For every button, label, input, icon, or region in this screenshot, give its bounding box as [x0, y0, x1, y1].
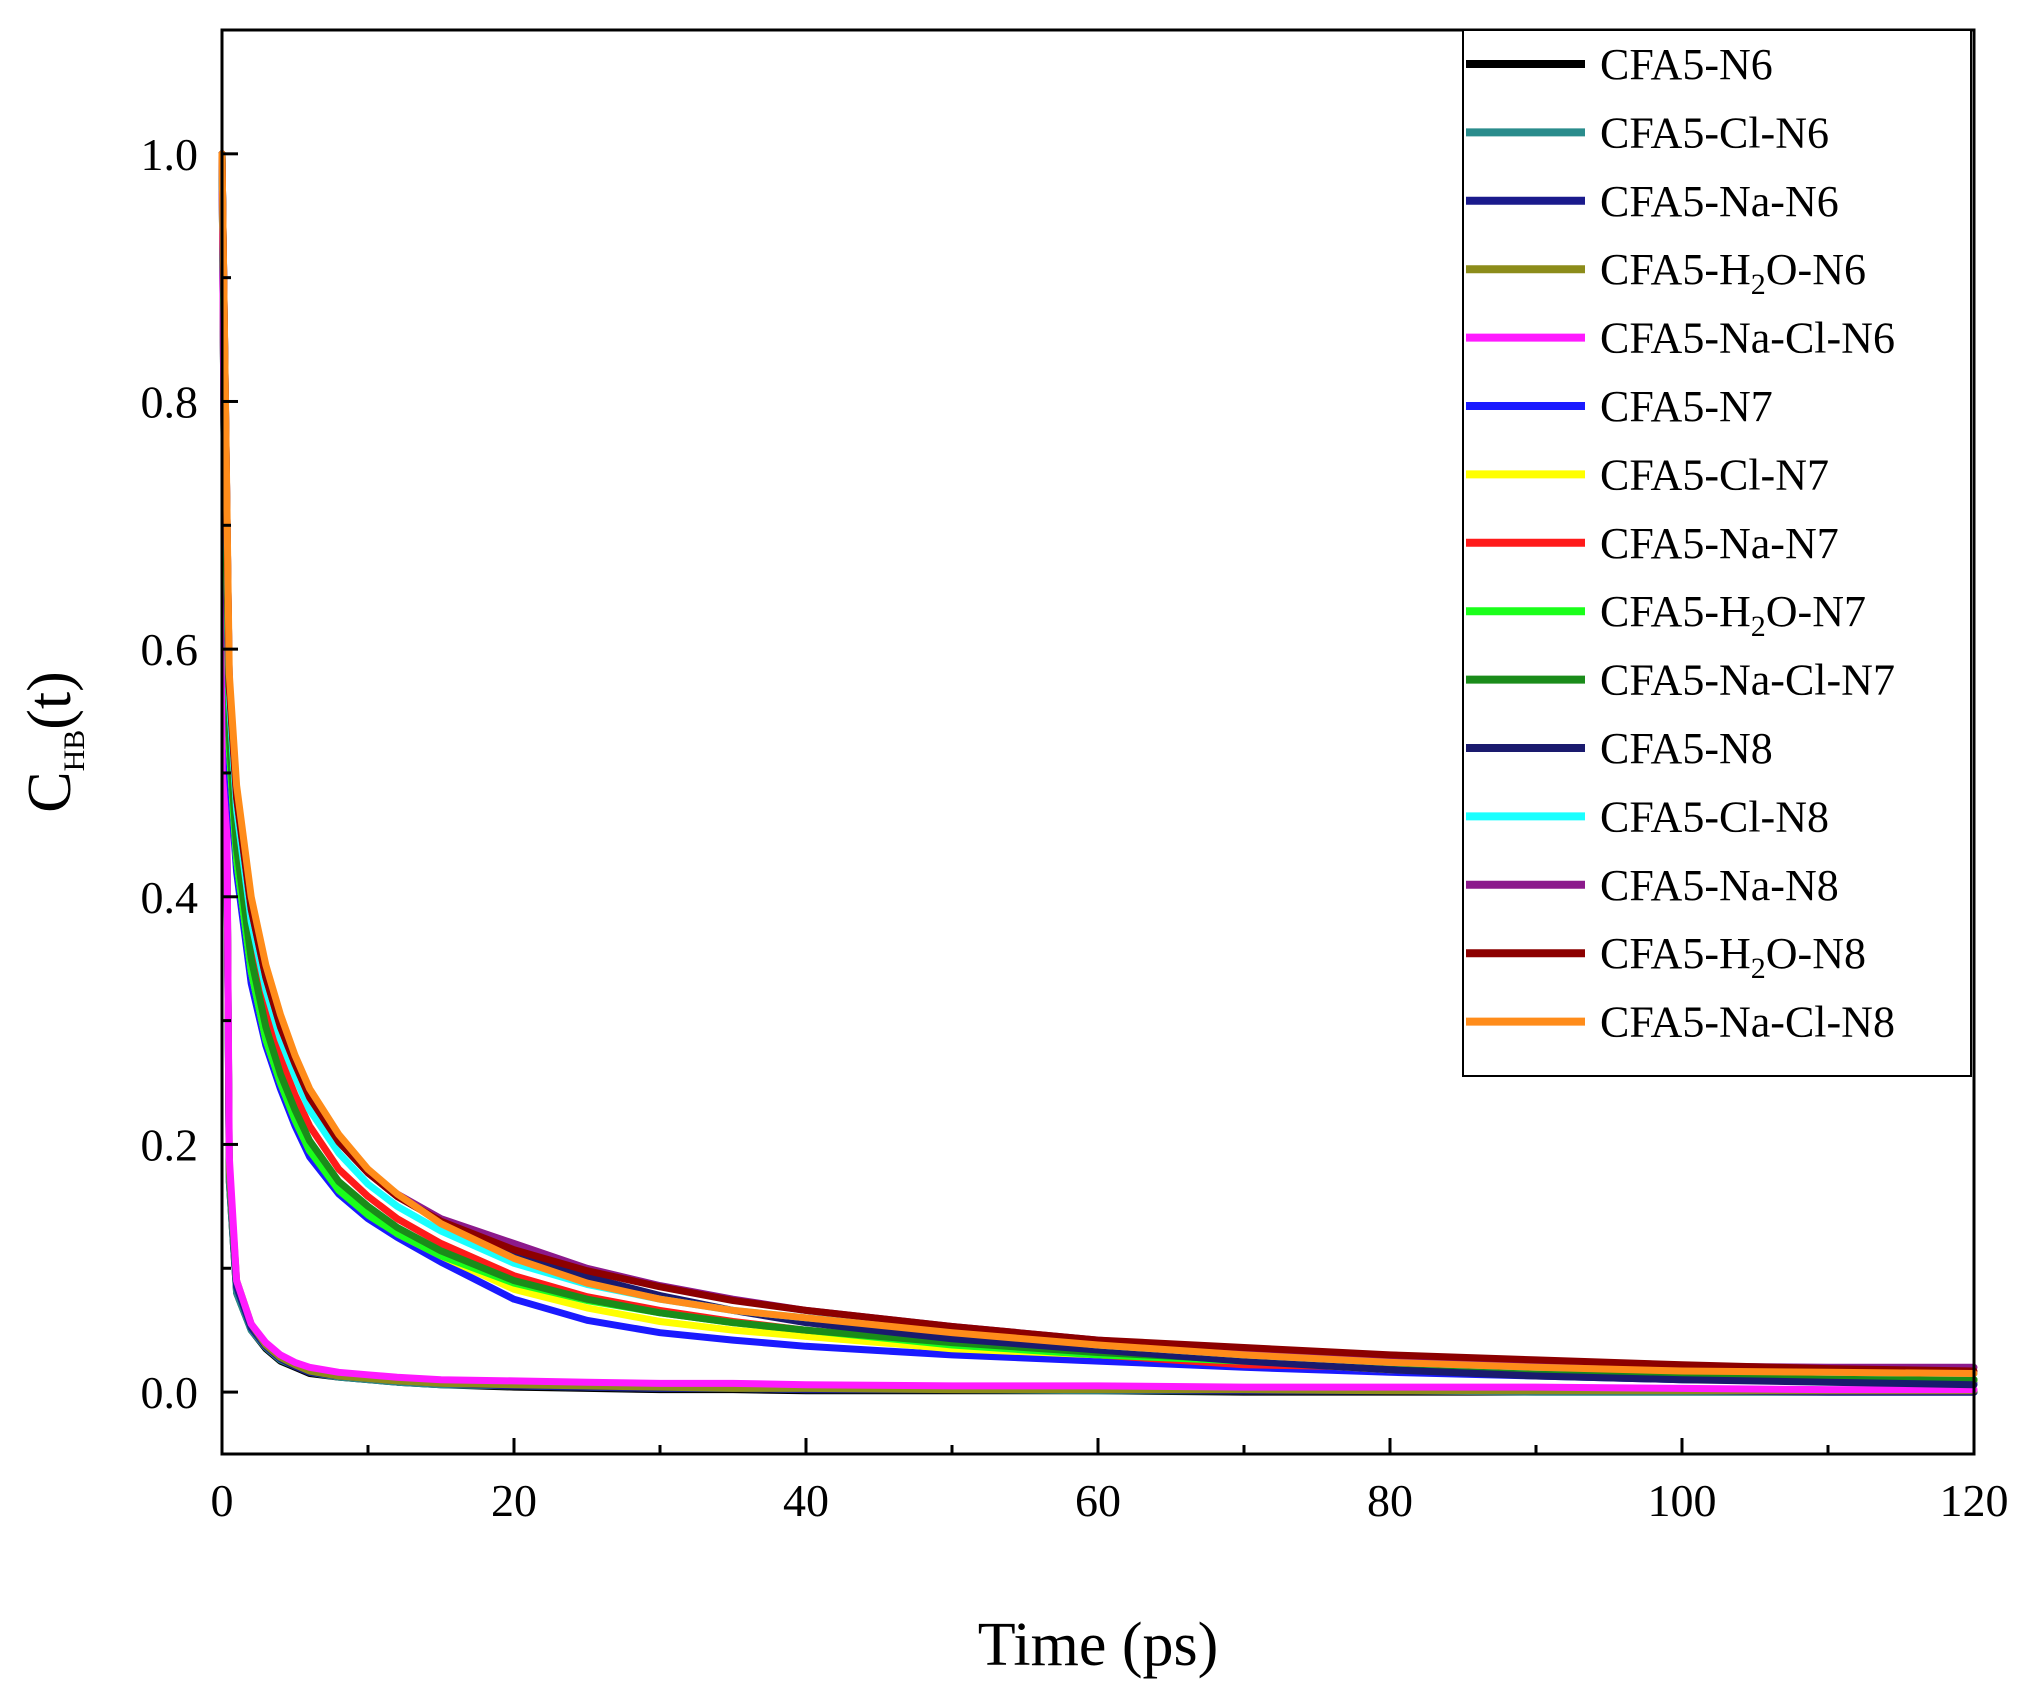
- x-tick-label: 120: [1940, 1475, 2009, 1526]
- legend-label-9: CFA5-H2O-N7: [1600, 587, 1866, 643]
- series-line-15: [218, 150, 1978, 1377]
- legend-label-7: CFA5-Cl-N7: [1600, 450, 1829, 499]
- legend-label-1: CFA5-N6: [1600, 40, 1773, 89]
- series-layer: [218, 150, 1978, 1396]
- y-axis-title-sub: HB: [58, 730, 91, 772]
- y-tick-label: 0.6: [141, 624, 199, 675]
- y-axis: 0.0 0.2 0.4 0.6 0.8 1.0: [141, 129, 238, 1418]
- legend-label-12: CFA5-Cl-N8: [1600, 792, 1829, 841]
- y-axis-title-main: C: [16, 771, 84, 812]
- legend-label-5: CFA5-Na-Cl-N6: [1600, 314, 1895, 363]
- y-tick-label: 0.4: [141, 872, 199, 923]
- legend-label-3: CFA5-Na-N6: [1600, 177, 1839, 226]
- x-axis: 0 20 40 60 80 100 120: [211, 1438, 2009, 1526]
- x-tick-label: 100: [1648, 1475, 1717, 1526]
- legend-label-4: CFA5-H2O-N6: [1600, 245, 1866, 301]
- y-axis-title-suffix: (t): [16, 671, 84, 730]
- x-tick-label: 60: [1075, 1475, 1121, 1526]
- x-tick-label: 80: [1367, 1475, 1413, 1526]
- legend-label-15: CFA5-Na-Cl-N8: [1600, 998, 1895, 1047]
- x-tick-label: 0: [211, 1475, 234, 1526]
- y-tick-label: 0.8: [141, 376, 199, 427]
- legend-label-2: CFA5-Cl-N6: [1600, 108, 1829, 157]
- legend-label-14: CFA5-H2O-N8: [1600, 929, 1866, 985]
- legend-label-8: CFA5-Na-N7: [1600, 519, 1839, 568]
- legend: CFA5-N6 CFA5-Cl-N6 CFA5-Na-N6 CFA5-H2O-N6 CF…: [1462, 29, 1972, 1077]
- x-tick-label: 40: [783, 1475, 829, 1526]
- legend-label-11: CFA5-N8: [1600, 724, 1773, 773]
- x-axis-title: Time (ps): [978, 1611, 1219, 1679]
- y-axis-title: CHB(t): [16, 671, 91, 813]
- x-tick-label: 20: [491, 1475, 537, 1526]
- series-line-14: [218, 150, 1978, 1375]
- legend-label-13: CFA5-Na-N8: [1600, 861, 1839, 910]
- legend-label-6: CFA5-N7: [1600, 382, 1773, 431]
- legend-label-10: CFA5-Na-Cl-N7: [1600, 656, 1895, 705]
- series-line-5: [218, 150, 1978, 1394]
- legend-items: CFA5-N6 CFA5-Cl-N6 CFA5-Na-N6 CFA5-H2O-N6 CF…: [1466, 40, 1895, 1047]
- y-tick-label: 0.0: [141, 1367, 199, 1418]
- y-tick-label: 1.0: [141, 129, 199, 180]
- y-tick-label: 0.2: [141, 1119, 199, 1170]
